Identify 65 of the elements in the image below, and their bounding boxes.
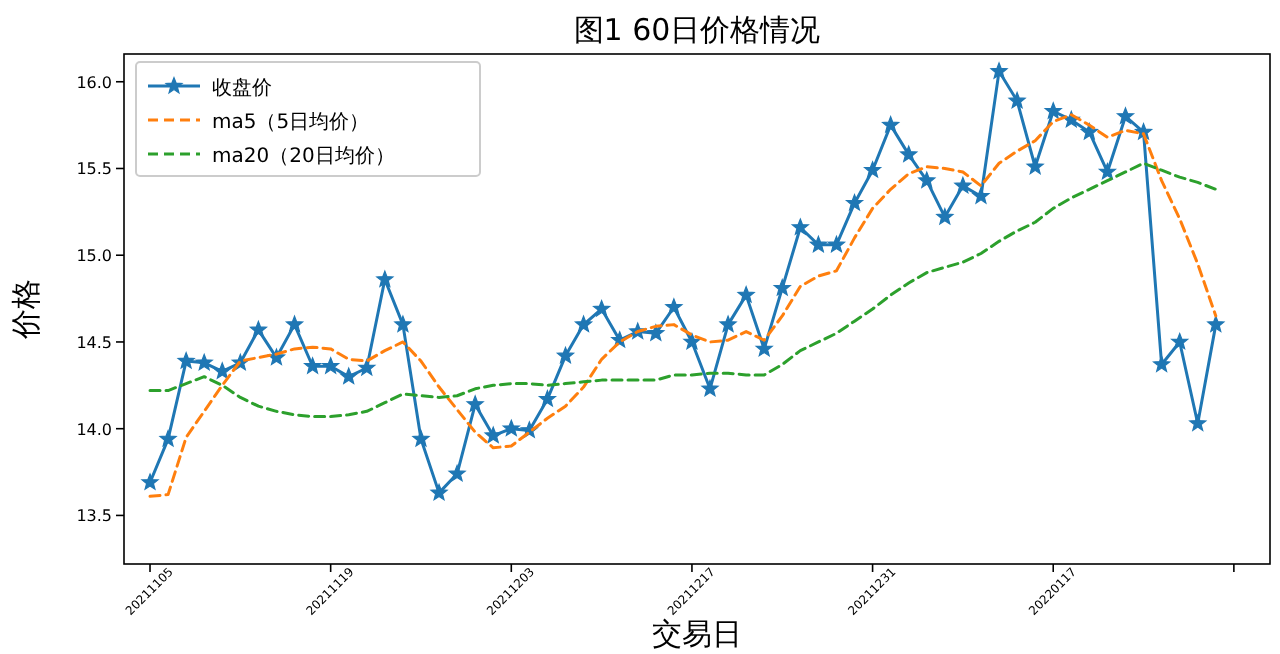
- point: [1207, 315, 1225, 332]
- point: [737, 286, 755, 303]
- y-tick-label: 14.5: [76, 333, 112, 352]
- point: [538, 390, 557, 407]
- point: [918, 171, 936, 189]
- point: [141, 473, 159, 490]
- point: [195, 353, 213, 371]
- point: [864, 161, 882, 178]
- point: [285, 315, 304, 332]
- point: [412, 430, 430, 447]
- point: [755, 339, 773, 357]
- point: [1026, 157, 1044, 175]
- point: [304, 357, 322, 374]
- point: [647, 324, 665, 341]
- point: [1098, 162, 1117, 180]
- point: [593, 300, 611, 317]
- point: [665, 298, 683, 315]
- point: [1008, 91, 1026, 109]
- point: [990, 62, 1008, 79]
- point: [177, 352, 195, 369]
- point: [249, 320, 267, 338]
- legend-label: 收盘价: [212, 76, 272, 100]
- point: [954, 176, 972, 194]
- point: [574, 315, 593, 332]
- point: [773, 279, 791, 296]
- legend-label: ma5（5日均价）: [212, 110, 370, 134]
- point: [882, 116, 900, 133]
- point: [900, 145, 918, 162]
- point: [159, 430, 177, 447]
- y-tick-label: 13.5: [76, 507, 112, 526]
- y-tick-label: 15.0: [76, 247, 112, 266]
- point: [394, 315, 412, 332]
- point: [701, 379, 719, 397]
- point: [1171, 332, 1189, 350]
- point: [972, 187, 990, 204]
- y-tick-label: 14.0: [76, 420, 112, 439]
- point: [1189, 414, 1207, 431]
- point: [936, 208, 954, 225]
- x-axis-title: 交易日: [652, 616, 742, 652]
- point: [502, 419, 520, 437]
- y-axis-title: 价格: [8, 279, 44, 341]
- point: [683, 332, 701, 350]
- point: [827, 235, 846, 253]
- point: [1080, 123, 1098, 140]
- point: [1044, 102, 1062, 119]
- point: [845, 194, 864, 211]
- point: [484, 426, 502, 444]
- point: [448, 464, 466, 482]
- point: [1116, 107, 1135, 124]
- y-tick-label: 15.5: [76, 160, 112, 179]
- point: [556, 346, 575, 364]
- y-tick-label: 16.0: [76, 73, 112, 92]
- point: [430, 483, 448, 501]
- point: [791, 218, 809, 235]
- chart-title: 图1 60日价格情况: [573, 12, 821, 48]
- legend-label: ma20（20日均价）: [212, 144, 395, 168]
- point: [340, 367, 358, 385]
- point: [322, 357, 340, 374]
- point: [719, 315, 737, 332]
- point: [376, 270, 394, 287]
- point: [213, 362, 231, 379]
- point: [466, 395, 484, 412]
- point: [358, 358, 376, 376]
- point: [809, 235, 827, 253]
- point: [1153, 355, 1171, 372]
